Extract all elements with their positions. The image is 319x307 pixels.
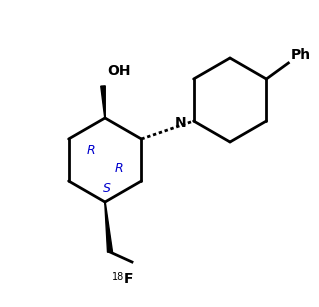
Text: 18: 18 bbox=[112, 272, 124, 282]
Text: Ph: Ph bbox=[290, 48, 310, 62]
Text: R: R bbox=[87, 143, 95, 157]
Text: F: F bbox=[124, 272, 133, 286]
Text: R: R bbox=[115, 161, 123, 174]
Polygon shape bbox=[105, 202, 113, 252]
Text: OH: OH bbox=[107, 64, 130, 78]
Text: S: S bbox=[103, 181, 111, 195]
Polygon shape bbox=[101, 86, 105, 118]
Text: N: N bbox=[175, 116, 187, 130]
